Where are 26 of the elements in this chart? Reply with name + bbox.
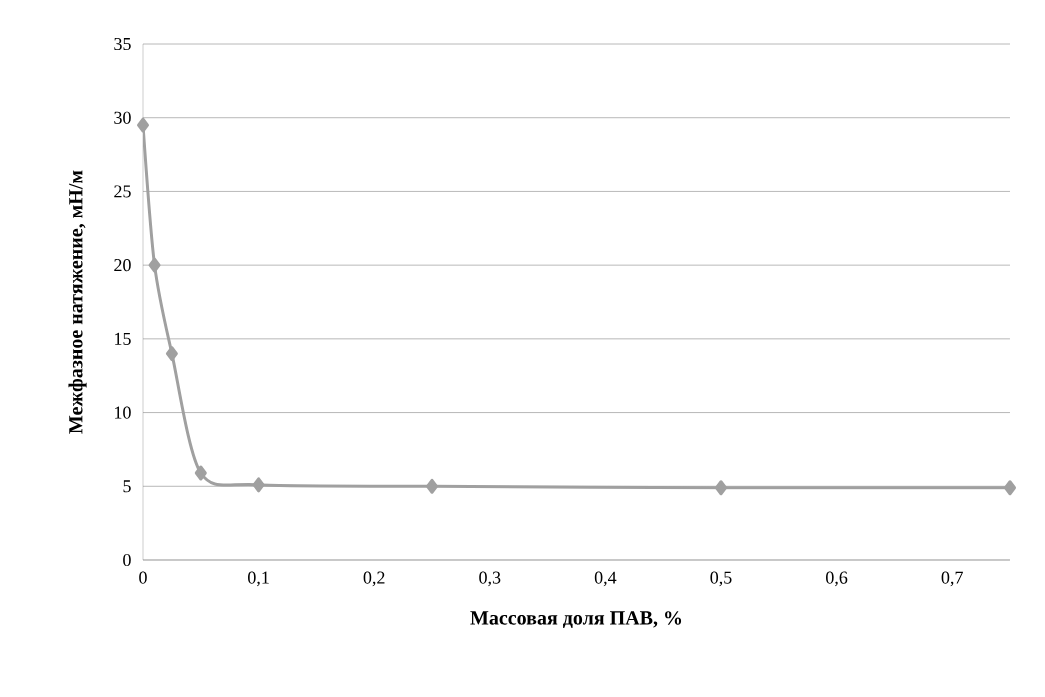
x-tick-label: 0 — [139, 571, 147, 584]
x-tick-label: 0,6 — [826, 571, 848, 587]
x-tick-label: 0,3 — [479, 571, 501, 587]
y-tick-label: 35 — [114, 37, 131, 51]
point — [137, 117, 149, 133]
y-axis-title: Межфазное натяжение, мН/м — [68, 170, 87, 434]
x-tick-label: 0,1 — [248, 571, 269, 587]
point — [1004, 480, 1016, 496]
x-axis-title: Массовая доля ПАВ, % — [470, 611, 682, 628]
y-tick-label: 30 — [114, 111, 131, 124]
y-tick-label: 0 — [123, 553, 131, 567]
point — [148, 257, 161, 273]
y-tick-label: 15 — [115, 332, 131, 345]
point — [194, 465, 207, 481]
point — [165, 346, 178, 362]
x-tick-label: 0,2 — [363, 571, 385, 587]
y-tick-label: 5 — [123, 480, 131, 493]
x-tick-label: 0,7 — [941, 571, 963, 587]
x-tick-label: 0,5 — [710, 571, 732, 587]
y-tick-label: 20 — [114, 259, 131, 272]
point — [252, 477, 265, 493]
point — [715, 480, 727, 496]
y-tick-label: 10 — [115, 406, 131, 419]
x-tick-label: 0,4 — [594, 571, 617, 587]
y-tick-label: 25 — [114, 185, 131, 198]
point — [426, 478, 438, 494]
